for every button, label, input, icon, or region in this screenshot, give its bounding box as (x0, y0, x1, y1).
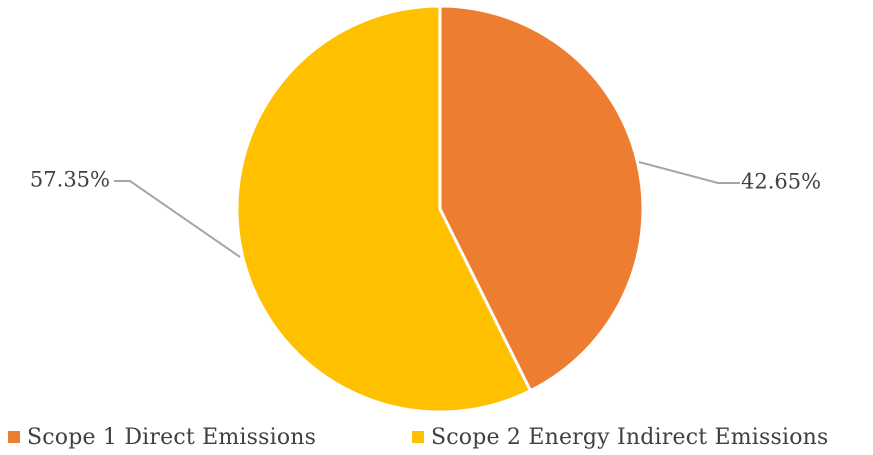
legend-item-scope-1: Scope 1 Direct Emissions (8, 420, 316, 454)
data-label-scope-2: 57.35% (30, 168, 110, 192)
pie-slice-scope-2 (235, 4, 532, 414)
pie-slices (235, 4, 645, 414)
legend: Scope 1 Direct Emissions Scope 2 Energy … (0, 420, 873, 454)
data-label-scope-1: 42.65% (741, 170, 821, 194)
legend-item-scope-2: Scope 2 Energy Indirect Emissions (412, 420, 829, 454)
leader-line-scope-1 (638, 161, 740, 184)
legend-swatch-scope-2 (412, 431, 424, 443)
legend-label-scope-1: Scope 1 Direct Emissions (27, 424, 317, 450)
pie-slice-scope-1 (438, 4, 645, 393)
leader-lines (114, 161, 740, 258)
legend-swatch-scope-1 (8, 431, 20, 443)
legend-label-scope-2: Scope 2 Energy Indirect Emissions (431, 424, 829, 450)
data-labels: 42.65% 57.35% (30, 168, 821, 194)
leader-line-scope-2 (114, 180, 241, 258)
